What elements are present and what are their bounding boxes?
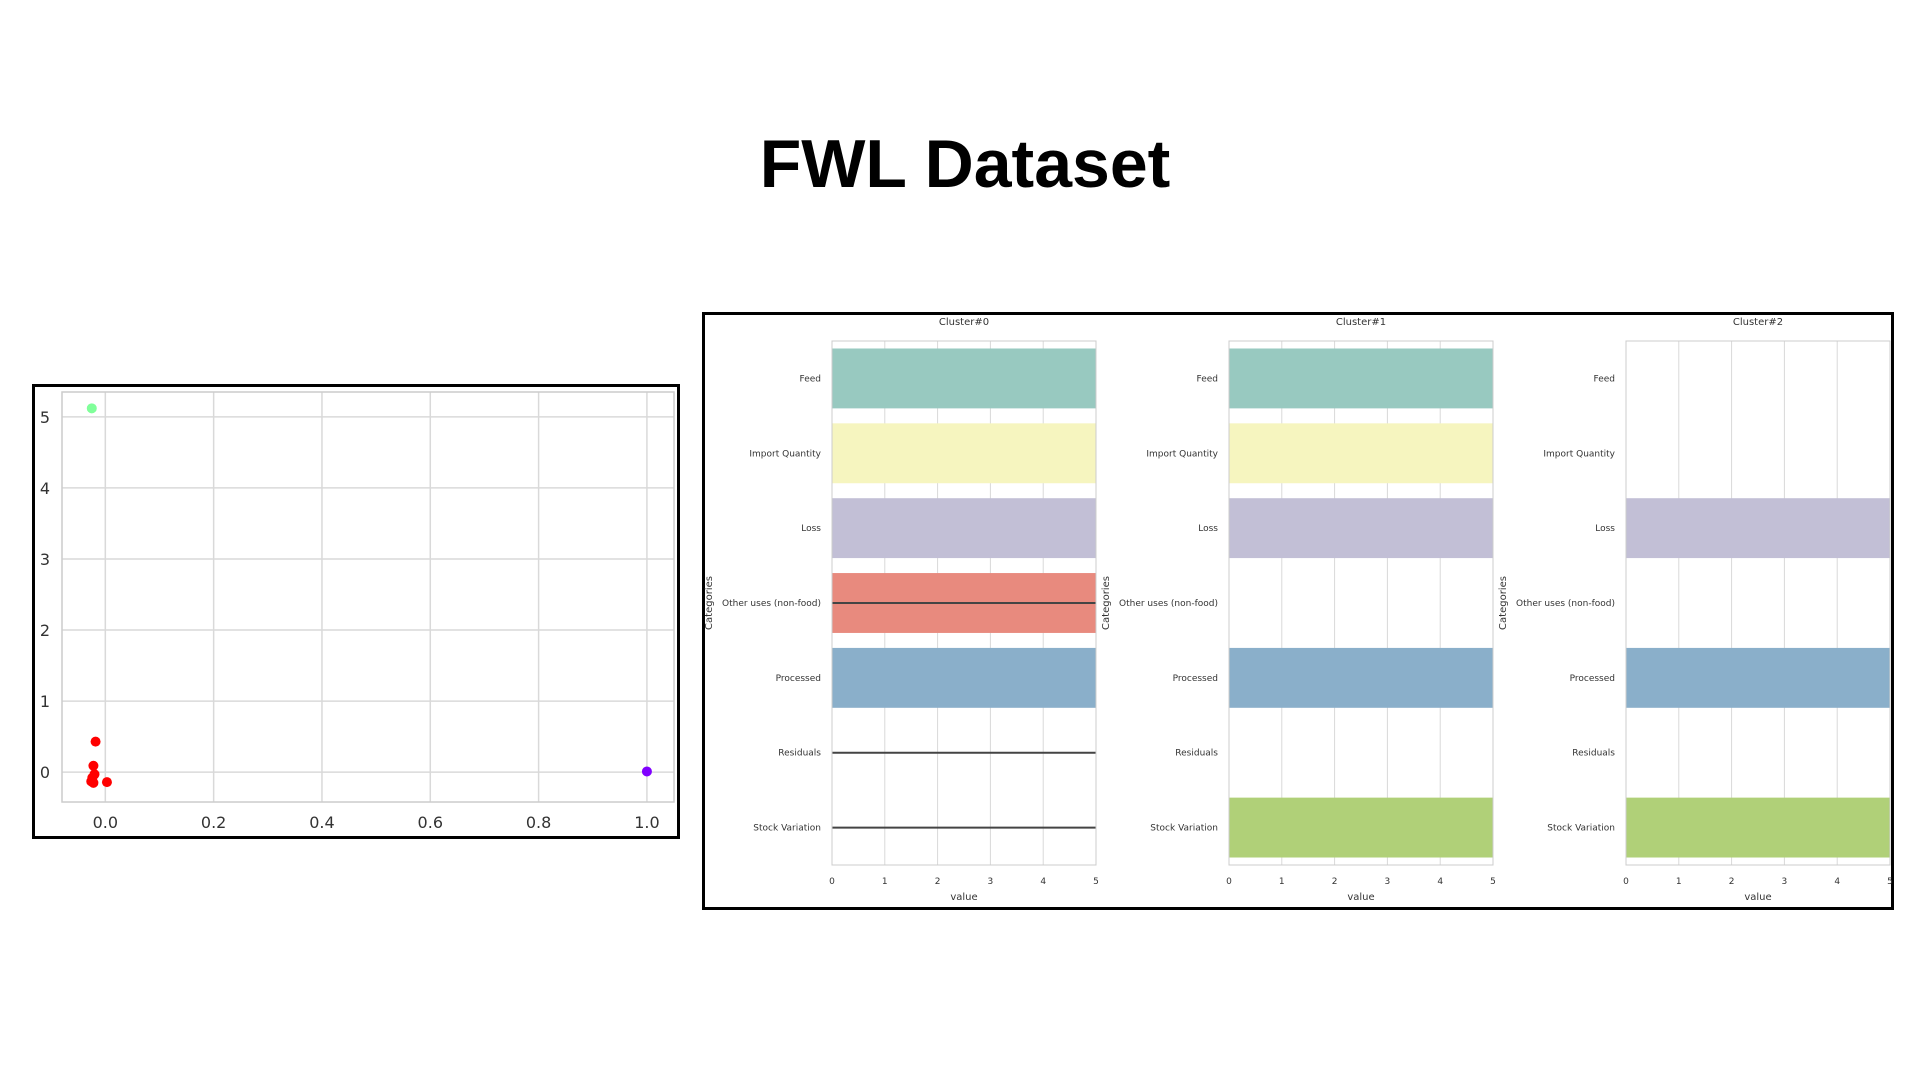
plot-area [1228, 340, 1494, 866]
category-label: Import Quantity [1543, 449, 1615, 459]
plot-area [1625, 340, 1891, 866]
category-label: Other uses (non-food) [1119, 599, 1218, 609]
category-label: Feed [1594, 374, 1615, 384]
category-label: Loss [801, 524, 821, 534]
category-label: Other uses (non-food) [1516, 599, 1615, 609]
x-tick-label: 5 [1093, 877, 1099, 887]
bar [1229, 797, 1493, 858]
category-label: Processed [776, 674, 821, 684]
category-label: Import Quantity [749, 449, 821, 459]
y-tick-label: 0 [40, 763, 50, 782]
x-tick-label: 1 [882, 877, 888, 887]
x-tick-label: 1 [1279, 877, 1285, 887]
y-tick-label: 2 [40, 621, 50, 640]
x-tick-label: 2 [935, 877, 941, 887]
category-label: Residuals [1572, 749, 1615, 759]
cluster-panel-0: 0 1 2 3 4 5 Cluster#0 value Categories Feed Import… [704, 317, 1099, 903]
x-tick-label: 0.8 [526, 813, 551, 832]
y-tick-label: 4 [40, 479, 50, 498]
category-label: Residuals [778, 749, 821, 759]
bar [1626, 797, 1890, 858]
scatter-point [101, 777, 112, 788]
bar [1626, 647, 1890, 708]
x-tick-label: 2 [1332, 877, 1338, 887]
x-tick-label: 5 [1490, 877, 1496, 887]
x-tick-label: 0.6 [418, 813, 443, 832]
scatter-point [641, 766, 652, 777]
x-tick-label: 3 [1782, 877, 1788, 887]
category-label: Loss [1595, 524, 1615, 534]
y-axis-label: Categories [704, 576, 715, 630]
x-tick-label: 0 [1226, 877, 1232, 887]
category-label: Feed [800, 374, 821, 384]
x-tick-label: 0 [829, 877, 835, 887]
cluster-panel-1: 0 1 2 3 4 5 Cluster#1 value Categories Feed Import… [1101, 317, 1496, 903]
x-axis-label: value [950, 892, 977, 903]
bar [832, 647, 1096, 708]
x-tick-label: 3 [988, 877, 994, 887]
category-label: Import Quantity [1146, 449, 1218, 459]
y-axis-label: Categories [1101, 576, 1112, 630]
scatter-point [86, 403, 97, 414]
page-title: FWL Dataset [759, 126, 1171, 202]
scatter-frame [32, 384, 680, 839]
x-tick-label: 1.0 [634, 813, 659, 832]
x-tick-label: 0.0 [93, 813, 118, 832]
y-tick-label: 1 [40, 692, 50, 711]
category-label: Stock Variation [753, 824, 821, 834]
x-axis-label: value [1347, 892, 1374, 903]
bar [1229, 498, 1493, 559]
x-tick-label: 3 [1385, 877, 1391, 887]
scatter-plot: 0.0 0.2 0.4 0.6 0.8 1.0 0 1 2 3 4 5 [32, 384, 680, 839]
category-label: Processed [1173, 674, 1218, 684]
bar [1626, 498, 1890, 559]
cluster-title: Cluster#1 [1336, 317, 1386, 328]
x-axis-label: value [1744, 892, 1771, 903]
category-label: Loss [1198, 524, 1218, 534]
x-tick-label: 4 [1040, 877, 1046, 887]
cluster-bar-charts: 0 1 2 3 4 5 Cluster#0 value Categories Feed Import… [702, 312, 1894, 910]
category-label: Other uses (non-food) [722, 599, 821, 609]
y-axis-label: Categories [1498, 576, 1509, 630]
plot-area [61, 391, 675, 803]
category-label: Feed [1197, 374, 1218, 384]
category-label: Processed [1570, 674, 1615, 684]
x-tick-label: 1 [1676, 877, 1682, 887]
bar [1229, 348, 1493, 409]
bar [832, 348, 1096, 409]
cluster-title: Cluster#0 [939, 317, 989, 328]
category-label: Residuals [1175, 749, 1218, 759]
scatter-point [88, 777, 99, 788]
bar [832, 423, 1096, 484]
x-tick-label: 5 [1887, 877, 1893, 887]
bar [1229, 423, 1493, 484]
x-tick-label: 4 [1437, 877, 1443, 887]
bar [832, 498, 1096, 559]
scatter-point [88, 760, 99, 771]
category-label: Stock Variation [1547, 824, 1615, 834]
x-tick-label: 0 [1623, 877, 1629, 887]
x-tick-label: 0.2 [201, 813, 226, 832]
x-tick-label: 0.4 [309, 813, 334, 832]
x-tick-label: 2 [1729, 877, 1735, 887]
category-label: Stock Variation [1150, 824, 1218, 834]
y-tick-label: 5 [40, 408, 50, 427]
plot-area [831, 340, 1097, 866]
bar [1229, 647, 1493, 708]
scatter-point [90, 736, 101, 747]
cluster-panel-2: 0 1 2 3 4 5 Cluster#2 value Categories Feed Import… [1498, 317, 1893, 903]
x-tick-label: 4 [1834, 877, 1840, 887]
cluster-title: Cluster#2 [1733, 317, 1783, 328]
y-tick-label: 3 [40, 550, 50, 569]
